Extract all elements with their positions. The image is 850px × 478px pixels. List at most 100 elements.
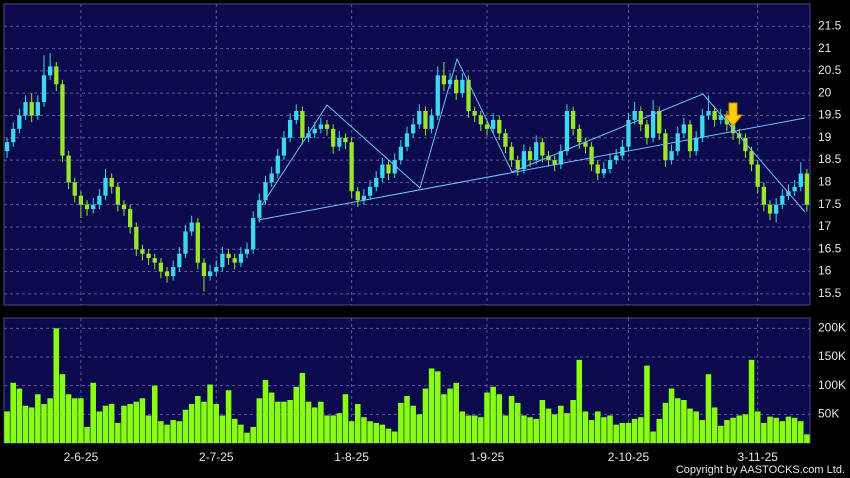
candle-body (657, 111, 662, 134)
volume-bar (299, 373, 306, 443)
support-line (257, 117, 806, 221)
candle-body (632, 111, 637, 120)
y-tick-label: 16 (818, 264, 832, 278)
volume-bar (588, 420, 595, 443)
volume-bar (410, 405, 416, 443)
candle-body (429, 115, 434, 129)
volume-bar (305, 401, 312, 443)
y-tick-label: 17.5 (818, 197, 842, 211)
candle-body (140, 249, 145, 254)
candle-body (171, 267, 176, 277)
volume-bar (730, 417, 736, 443)
volume-bar (459, 411, 466, 443)
volume-bar (158, 421, 164, 443)
y-tick-label: 17 (818, 219, 832, 233)
volume-bar (342, 394, 349, 443)
candle-body (484, 124, 490, 129)
candle-body (127, 209, 133, 227)
candle-body (570, 111, 576, 129)
candle-body (103, 177, 108, 196)
volume-bar (90, 382, 96, 443)
candle-body (558, 151, 563, 165)
candle-body (780, 195, 785, 205)
volume-bar (170, 420, 176, 443)
candle-body (380, 164, 385, 178)
volume-bar (47, 398, 53, 443)
candle-body (47, 66, 53, 76)
x-tick-label: 1-8-25 (334, 450, 369, 464)
volume-bar (28, 407, 35, 443)
volume-bar (404, 395, 410, 443)
volume-bar (631, 418, 638, 443)
volume-bar (336, 413, 343, 443)
volume-bar (65, 394, 72, 443)
volume-bar (687, 408, 693, 443)
x-tick-label: 2-6-25 (64, 450, 99, 464)
candle-body (620, 146, 625, 156)
volume-bar (471, 415, 478, 443)
candle-body (41, 75, 47, 103)
candle-body (164, 271, 170, 277)
candle-body (367, 186, 373, 196)
volume-bar (311, 407, 318, 443)
volume-bar (238, 424, 244, 443)
volume-bar (662, 402, 669, 443)
y-tick-label: 18.5 (818, 152, 842, 166)
volume-bar (127, 404, 133, 443)
volume-bar (668, 388, 675, 443)
candle-body (650, 111, 656, 138)
volume-bar (195, 395, 201, 443)
volume-bar (761, 422, 767, 443)
candle-body (798, 173, 803, 187)
y-tick-label: 50K (818, 407, 839, 421)
candle-body (78, 195, 84, 205)
volume-bar (22, 405, 29, 443)
volume-bar (287, 399, 293, 443)
candle-body (749, 151, 754, 165)
candle-body (361, 195, 367, 201)
volume-bar (736, 415, 743, 443)
volume-bar (275, 401, 281, 443)
volume-bar (133, 401, 140, 443)
volume-bar (619, 422, 626, 443)
candle-body (398, 146, 404, 161)
channel-line (511, 93, 806, 213)
y-tick-label: 21 (818, 41, 832, 55)
candle-body (232, 258, 237, 263)
candle-body (238, 253, 244, 263)
candle-body (324, 124, 330, 129)
volume-bar (244, 432, 250, 443)
volume-bar (785, 416, 792, 443)
trend-lines (257, 57, 806, 221)
candle-body (792, 186, 797, 192)
candle-body (207, 271, 213, 277)
volume-bar (514, 402, 521, 443)
volume-bar (96, 411, 103, 443)
volume-bar (490, 386, 496, 443)
y-tick-label: 19 (818, 130, 832, 144)
volume-bar (638, 417, 644, 443)
candle-body (281, 137, 287, 156)
candle-body (214, 267, 219, 272)
candle-body (724, 115, 730, 125)
candle-body (706, 111, 711, 116)
candle-body (607, 160, 613, 169)
candle-body (460, 79, 465, 94)
volume-bar (256, 398, 263, 443)
volume-bar (441, 394, 447, 443)
volume-bar (434, 371, 441, 443)
volume-bar (496, 394, 503, 443)
candle-body (35, 102, 40, 116)
volume-bar (656, 418, 663, 443)
volume-bar (545, 408, 552, 443)
volume-bar (348, 421, 355, 443)
candle-body (497, 119, 502, 134)
candle-body (146, 253, 151, 259)
volume-bar (213, 404, 220, 443)
volume-bar (539, 399, 546, 443)
zigzag-line (261, 57, 513, 206)
volume-bar (108, 404, 115, 443)
volume-bar (447, 388, 453, 443)
candle-body (60, 84, 65, 156)
candle-body (287, 119, 293, 138)
